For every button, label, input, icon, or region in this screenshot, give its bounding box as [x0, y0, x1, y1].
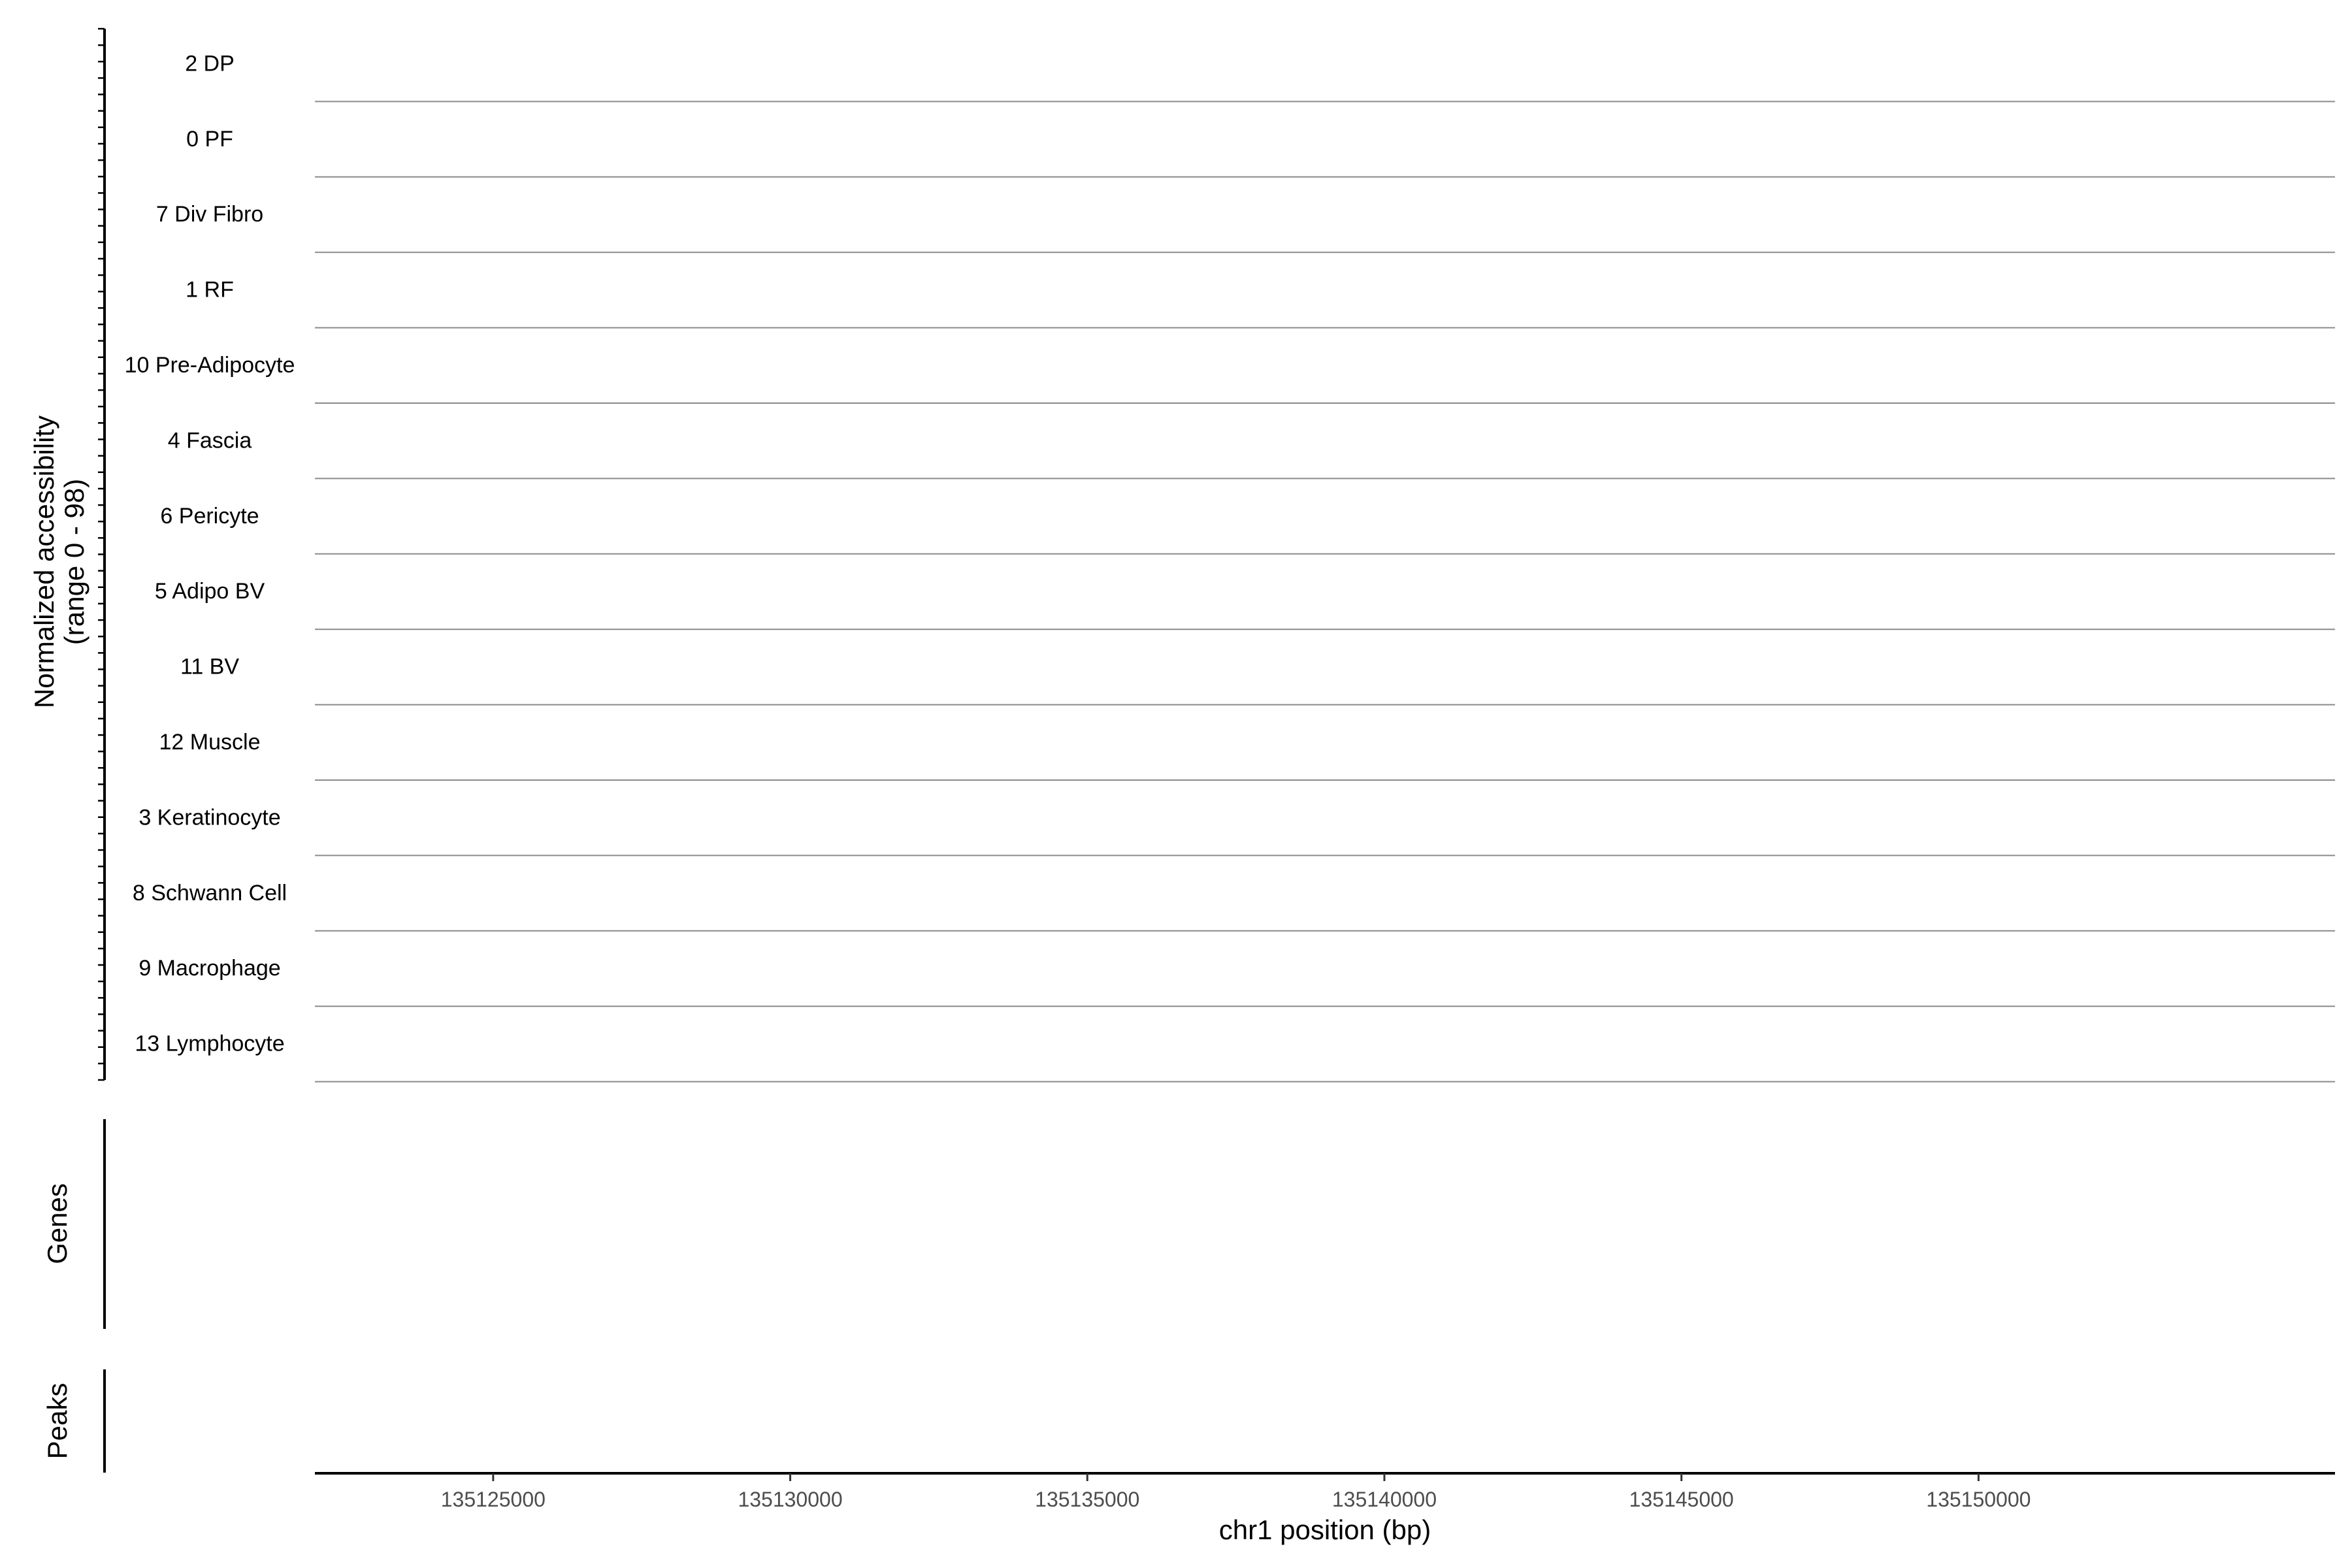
track-label: 1 RF	[186, 278, 234, 302]
x-tick-label: 135140000	[1332, 1488, 1437, 1511]
track-label: 10 Pre-Adipocyte	[125, 353, 295, 378]
x-tick-label: 135145000	[1629, 1488, 1734, 1511]
y-axis-title-line: Normalized accessibility	[29, 416, 59, 708]
track-label: 0 PF	[186, 127, 233, 152]
track-7-div-fibro: 7 Div Fibro	[156, 202, 2335, 253]
x-tick-label: 135125000	[441, 1488, 546, 1511]
track-6-pericyte: 6 Pericyte	[160, 504, 2335, 555]
track-4-fascia: 4 Fascia	[168, 428, 2335, 480]
peaks-panel-label: Peaks	[42, 1383, 73, 1460]
track-label: 6 Pericyte	[160, 504, 259, 529]
track-0-pf: 0 PF	[186, 127, 2335, 178]
genes-panel-label: Genes	[42, 1183, 73, 1264]
track-label: 3 Keratinocyte	[139, 805, 280, 830]
track-label: 11 BV	[180, 655, 239, 679]
track-label: 8 Schwann Cell	[133, 881, 287, 906]
x-tick-label: 135130000	[738, 1488, 842, 1511]
track-3-keratinocyte: 3 Keratinocyte	[139, 805, 2335, 857]
y-axis-title: Normalized accessibility(range 0 - 98)	[29, 416, 90, 708]
track-label: 4 Fascia	[168, 428, 252, 453]
track-9-macrophage: 9 Macrophage	[139, 956, 2335, 1007]
track-5-adipo-bv: 5 Adipo BV	[155, 579, 2335, 630]
track-10-pre-adipocyte: 10 Pre-Adipocyte	[125, 353, 2335, 404]
track-2-dp: 2 DP	[185, 51, 2335, 103]
track-label: 9 Macrophage	[139, 956, 280, 981]
x-tick-label: 135135000	[1035, 1488, 1139, 1511]
track-12-muscle: 12 Muscle	[159, 730, 2335, 781]
y-axis-title-line: (range 0 - 98)	[59, 479, 90, 645]
track-11-bv: 11 BV	[180, 655, 2335, 706]
track-label: 2 DP	[185, 51, 235, 76]
track-label: 12 Muscle	[159, 730, 261, 755]
x-axis-title: chr1 position (bp)	[1219, 1514, 1431, 1545]
track-1-rf: 1 RF	[186, 278, 2335, 329]
track-label: 7 Div Fibro	[156, 202, 263, 227]
track-13-lymphocyte: 13 Lymphocyte	[135, 1032, 2335, 1083]
x-tick-label: 135150000	[1926, 1488, 2031, 1511]
track-8-schwann-cell: 8 Schwann Cell	[133, 881, 2335, 932]
track-label: 5 Adipo BV	[155, 579, 265, 604]
track-label: 13 Lymphocyte	[135, 1032, 284, 1056]
